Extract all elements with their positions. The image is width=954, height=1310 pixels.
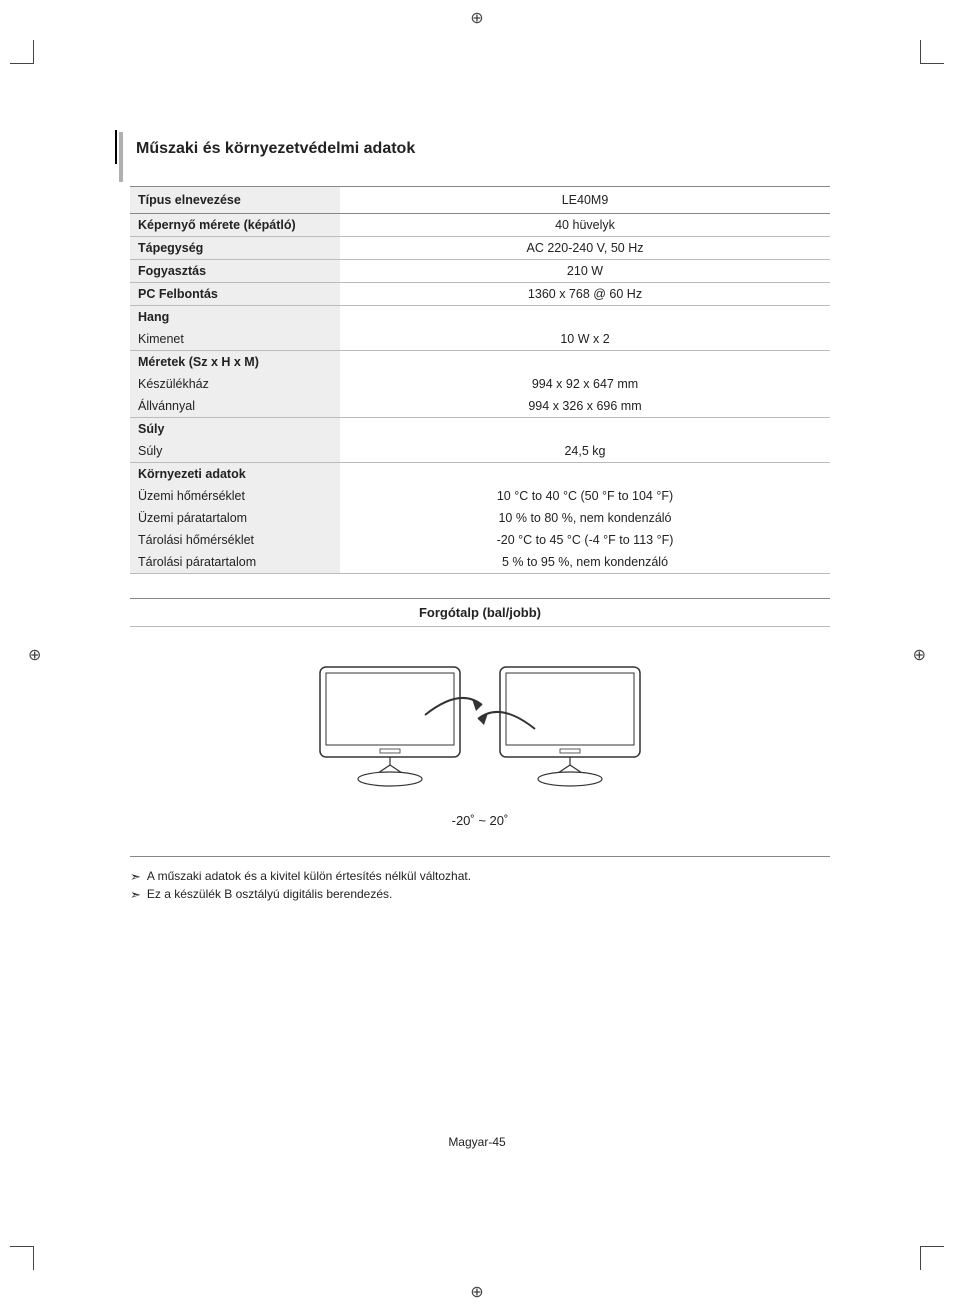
env-label: Üzemi hőmérséklet	[130, 485, 340, 507]
swivel-diagram: -20˚ ~ 20˚	[130, 639, 830, 834]
env-label: Tárolási páratartalom	[130, 551, 340, 574]
dims-label: Készülékház	[130, 373, 340, 395]
weight-value: 24,5 kg	[340, 440, 830, 463]
section-title: Műszaki és környezetvédelmi adatok	[136, 140, 830, 158]
env-value: 10 °C to 40 °C (50 °F to 104 °F)	[340, 485, 830, 507]
row-value: 210 W	[340, 260, 830, 283]
sound-sub: Kimenet	[130, 328, 340, 351]
header-label: Típus elnevezése	[138, 193, 241, 207]
arrow-icon: ➣	[130, 888, 141, 901]
tv-swivel-icon	[280, 657, 680, 807]
note-line: ➣ Ez a készülék B osztályú digitális ber…	[130, 887, 830, 901]
row-value: 40 hüvelyk	[340, 214, 830, 237]
row-label: PC Felbontás	[138, 287, 218, 301]
row-label: Fogyasztás	[138, 264, 206, 278]
swivel-angle: -20˚ ~ 20˚	[130, 813, 830, 828]
spec-table: Típus elnevezése LE40M9 Képernyő mérete …	[130, 186, 830, 574]
env-value: 5 % to 95 %, nem kondenzáló	[340, 551, 830, 574]
note-text: Ez a készülék B osztályú digitális beren…	[147, 887, 392, 901]
dims-value: 994 x 92 x 647 mm	[340, 373, 830, 395]
heading-accent-line	[115, 130, 117, 164]
sound-value: 10 W x 2	[340, 328, 830, 351]
row-value: AC 220-240 V, 50 Hz	[340, 237, 830, 260]
env-label: Üzemi páratartalom	[130, 507, 340, 529]
note-line: ➣ A műszaki adatok és a kivitel külön ér…	[130, 869, 830, 883]
env-label: Tárolási hőmérséklet	[130, 529, 340, 551]
header-value: LE40M9	[562, 193, 609, 207]
heading-accent-bar	[119, 132, 123, 182]
arrow-icon: ➣	[130, 870, 141, 883]
row-value: 1360 x 768 @ 60 Hz	[340, 283, 830, 306]
registration-mark-right: ⊕	[913, 645, 926, 665]
weight-head: Súly	[138, 422, 164, 436]
env-head: Környezeti adatok	[138, 467, 246, 481]
page-footer: Magyar-45	[0, 1135, 954, 1149]
weight-sub: Súly	[130, 440, 340, 463]
registration-mark-bottom: ⊕	[470, 1282, 483, 1302]
registration-mark-left: ⊕	[28, 645, 41, 665]
page-content: Műszaki és környezetvédelmi adatok Típus…	[130, 134, 830, 905]
crop-mark-tr	[920, 40, 944, 64]
registration-mark-top: ⊕	[470, 8, 483, 28]
crop-mark-bl	[10, 1246, 34, 1270]
env-value: 10 % to 80 %, nem kondenzáló	[340, 507, 830, 529]
row-label: Képernyő mérete (képátló)	[138, 218, 296, 232]
row-label: Tápegység	[138, 241, 203, 255]
dims-label: Állvánnyal	[130, 395, 340, 418]
note-text: A műszaki adatok és a kivitel külön érte…	[147, 869, 471, 883]
sound-head: Hang	[138, 310, 169, 324]
env-value: -20 °C to 45 °C (-4 °F to 113 °F)	[340, 529, 830, 551]
swivel-title: Forgótalp (bal/jobb)	[130, 598, 830, 627]
crop-mark-br	[920, 1246, 944, 1270]
crop-mark-tl	[10, 40, 34, 64]
dims-value: 994 x 326 x 696 mm	[340, 395, 830, 418]
notes-section: ➣ A műszaki adatok és a kivitel külön ér…	[130, 856, 830, 901]
dims-head: Méretek (Sz x H x M)	[138, 355, 259, 369]
